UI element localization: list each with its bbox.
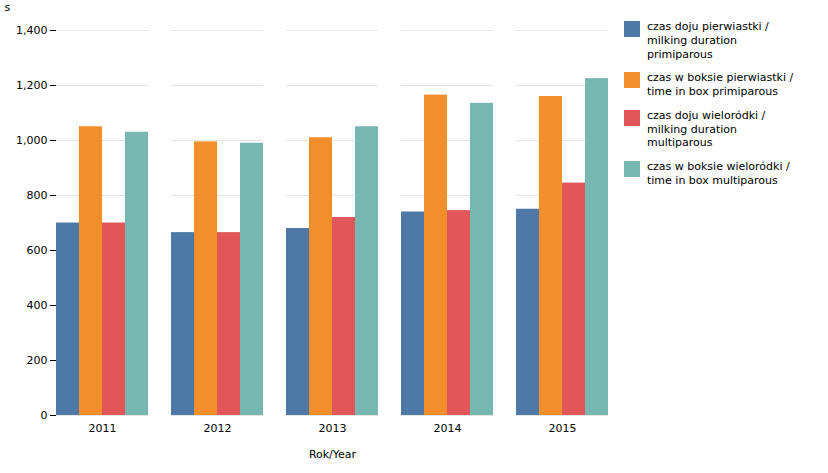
html-text:czas w boksie pierwiastki / ti: czas w boksie pierwiastki / time in box … <box>647 71 794 98</box>
svg-text:200: 200 <box>27 354 48 367</box>
svg-text:Rok/Year: Rok/Year <box>309 448 357 461</box>
svg-text:s: s <box>5 1 11 14</box>
html-text:czas doju wieloródki / milking: czas doju wieloródki / milking duration … <box>647 108 766 150</box>
svg-text:1,200: 1,200 <box>16 79 48 92</box>
svg-text:2011: 2011 <box>89 422 117 435</box>
svg-text:2014: 2014 <box>434 422 462 435</box>
svg-text:400: 400 <box>27 299 48 312</box>
svg-text:800: 800 <box>27 189 48 202</box>
svg-text:600: 600 <box>27 244 48 257</box>
svg-text:1,000: 1,000 <box>16 134 48 147</box>
html-text:czas doju pierwiastki / milkin: czas doju pierwiastki / milking duration… <box>647 20 769 61</box>
svg-text:0: 0 <box>41 409 48 422</box>
html-text:czas w boksie wieloródki / tim: czas w boksie wieloródki / time in box m… <box>647 160 790 187</box>
svg-text:2012: 2012 <box>204 422 232 435</box>
svg-text:1,400: 1,400 <box>16 24 48 37</box>
svg-text:2015: 2015 <box>549 422 577 435</box>
svg-text:2013: 2013 <box>319 422 347 435</box>
